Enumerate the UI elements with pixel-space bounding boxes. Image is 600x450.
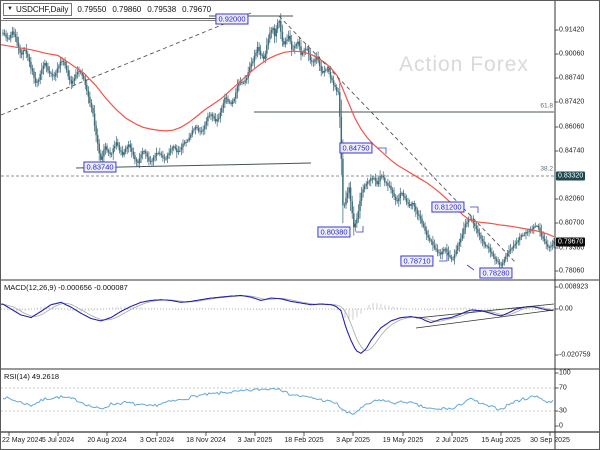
annotation-connector	[470, 206, 479, 213]
candlestick-wicks	[2, 13, 555, 270]
macd-indicator-label: MACD(12,26,9) -0.000656 -0.000087	[4, 283, 128, 292]
ohlc-quote: 0.79550 0.79860 0.79538 0.79670	[77, 5, 211, 14]
quote-open: 0.79550	[77, 5, 107, 14]
symbol-selector[interactable]: ▼ USDCHF,Daily	[3, 3, 73, 16]
dropdown-icon[interactable]: ▼	[7, 6, 13, 12]
quote-low: 0.79538	[147, 5, 177, 14]
annotation-connector	[378, 147, 387, 154]
candlestick-bodies	[2, 21, 555, 266]
chart-title-bar: ▼ USDCHF,Daily 0.79550 0.79860 0.79538 0…	[3, 3, 235, 19]
macd-trendline	[415, 303, 555, 319]
moving-average-line	[1, 44, 555, 238]
quote-close: 0.79670	[182, 5, 212, 14]
diagonal-trendline	[278, 15, 517, 264]
watermark: Action Forex	[399, 53, 529, 76]
annotation-connector	[356, 226, 364, 233]
symbol-name: USDCHF,Daily	[15, 5, 69, 14]
macd-histogram	[4, 303, 554, 321]
price-axis[interactable]	[555, 1, 599, 449]
diagonal-trendline	[1, 12, 252, 116]
quote-high: 0.79860	[112, 5, 142, 14]
macd-trendline	[415, 309, 555, 329]
time-axis[interactable]	[1, 432, 555, 449]
rsi-indicator-label: RSI(14) 49.2618	[4, 372, 60, 381]
rsi-line	[2, 387, 554, 415]
trendline	[75, 162, 312, 169]
macd-line	[1, 294, 554, 354]
macd-signal-line	[1, 295, 554, 352]
annotation-connector	[466, 264, 475, 271]
annotation-connector	[439, 253, 448, 262]
